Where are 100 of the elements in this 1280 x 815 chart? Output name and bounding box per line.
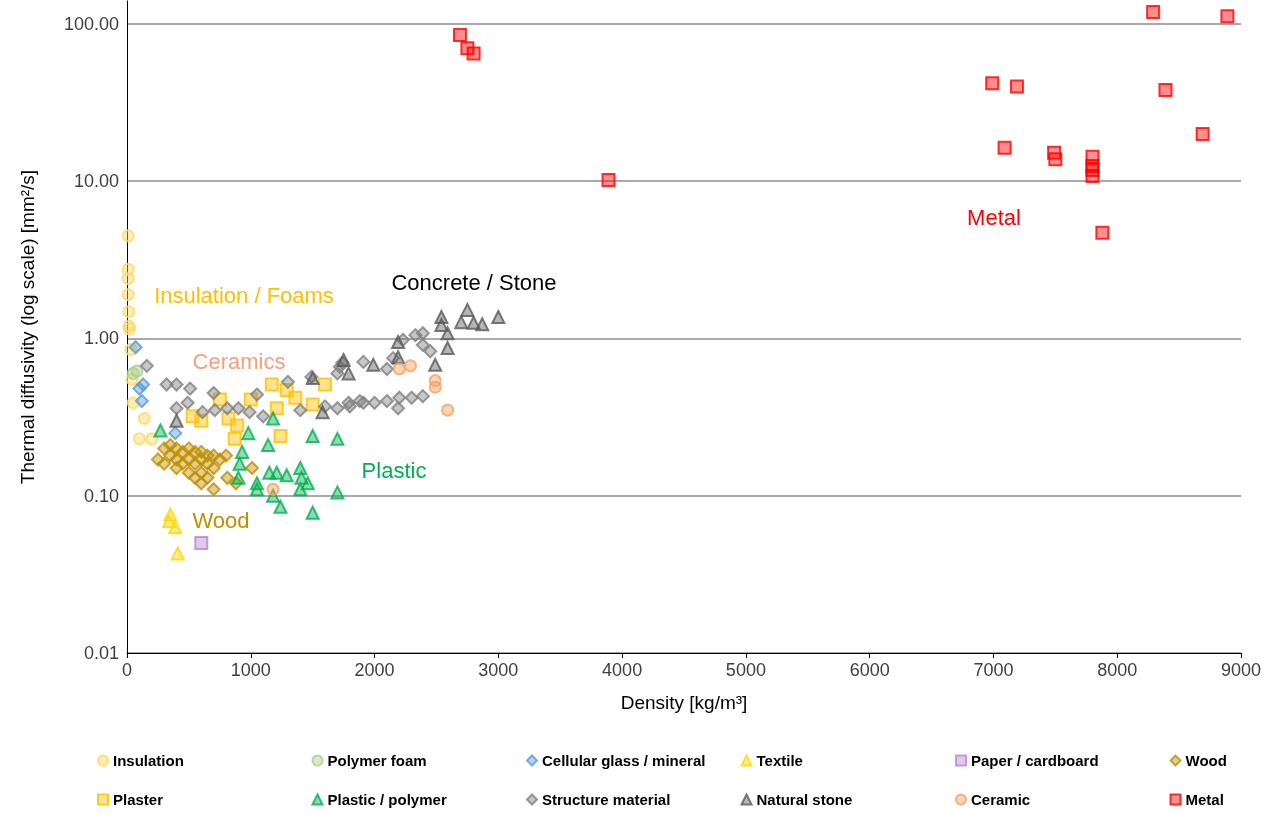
point [130, 364, 144, 378]
point [121, 272, 135, 286]
x-tick-label: 4000 [602, 660, 643, 680]
point [305, 428, 320, 443]
point [491, 309, 506, 324]
point [169, 377, 184, 392]
point [121, 288, 135, 302]
legend-label: Paper / cardboard [971, 752, 1099, 769]
point [169, 413, 184, 428]
point [415, 337, 430, 352]
point [452, 28, 467, 43]
point [466, 46, 481, 61]
point [1009, 79, 1024, 94]
point [428, 357, 443, 372]
point [288, 390, 303, 405]
point [342, 399, 357, 414]
point [194, 536, 209, 551]
point [475, 317, 490, 332]
x-tick-label: 5000 [725, 660, 766, 680]
point [330, 485, 345, 500]
point [230, 418, 245, 433]
y-tick-label: 0.01 [83, 643, 119, 663]
point [273, 428, 288, 443]
point [256, 409, 271, 424]
point [440, 326, 455, 341]
point [220, 401, 235, 416]
point [139, 358, 154, 373]
point [366, 357, 381, 372]
point [315, 405, 330, 420]
y-tick-label: 0.10 [83, 485, 119, 506]
point [428, 380, 442, 394]
point [269, 465, 284, 480]
point [227, 431, 242, 446]
point [266, 411, 281, 426]
point [261, 438, 276, 453]
point [441, 403, 455, 417]
point [330, 431, 345, 446]
point [300, 476, 315, 491]
x-tick-label: 2000 [354, 660, 395, 680]
annotation: Wood [192, 507, 250, 533]
y-tick-label: 10.00 [73, 171, 119, 192]
point [391, 350, 406, 365]
point [180, 395, 195, 410]
point [231, 401, 246, 416]
point [137, 411, 151, 425]
point [266, 482, 280, 496]
point [415, 389, 430, 404]
point [128, 340, 143, 355]
point [391, 334, 406, 349]
annotation: Plastic [361, 457, 427, 483]
point [601, 172, 616, 187]
point [207, 403, 222, 418]
point [206, 461, 221, 476]
legend-label: Plastic / polymer [327, 791, 447, 808]
point [356, 395, 371, 410]
point [170, 546, 185, 561]
point [293, 461, 308, 476]
point [249, 387, 264, 402]
point [279, 468, 294, 483]
point [1158, 83, 1173, 98]
y-tick-label: 1.00 [83, 328, 119, 349]
point [206, 386, 221, 401]
point [356, 354, 371, 369]
point [367, 395, 382, 410]
point [415, 326, 430, 341]
point [219, 448, 234, 463]
point [269, 401, 284, 416]
legend-label: Natural stone [756, 791, 853, 808]
legend-label: Wood [1185, 752, 1227, 769]
point [305, 505, 320, 520]
point [168, 520, 183, 535]
x-tick-label: 1000 [230, 660, 271, 680]
point [305, 397, 320, 412]
point [145, 432, 159, 446]
point [404, 390, 419, 405]
legend-label: Polymer foam [327, 752, 427, 769]
point [460, 302, 475, 317]
point [157, 456, 172, 471]
point [241, 426, 256, 441]
point [122, 305, 136, 319]
point [293, 403, 308, 418]
point [134, 394, 149, 409]
point [273, 499, 288, 514]
point [200, 470, 215, 485]
point [391, 401, 406, 416]
x-axis-title: Density [kg/m³] [620, 692, 748, 713]
point [1220, 9, 1235, 24]
point [231, 470, 246, 485]
point [195, 405, 210, 420]
point [341, 366, 356, 381]
legend-label: Cellular glass / mineral [542, 752, 706, 769]
x-tick-label: 9000 [1220, 660, 1262, 680]
point [132, 432, 146, 446]
y-axis-title: Thermal diffusivity (log scale) [mm²/s] [17, 169, 38, 485]
point [183, 381, 198, 396]
point [242, 405, 257, 420]
x-tick-label: 3000 [478, 660, 519, 680]
point [1195, 126, 1210, 141]
point [1048, 152, 1063, 167]
point [235, 444, 250, 459]
